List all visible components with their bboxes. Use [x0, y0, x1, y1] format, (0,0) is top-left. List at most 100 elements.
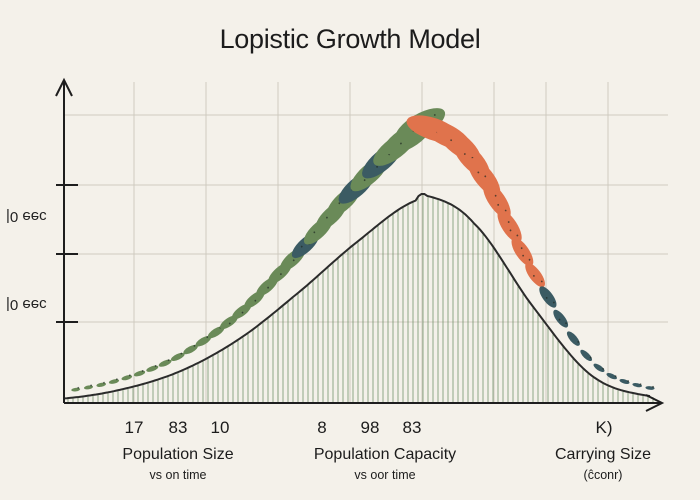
leaf-marker	[539, 286, 557, 308]
leaf-dot	[627, 380, 629, 382]
leaf-dot	[520, 247, 523, 250]
leaf-marker	[133, 370, 146, 377]
x-tick-label: 98	[360, 418, 380, 437]
leaf-body	[207, 326, 225, 339]
leaf-dot	[614, 375, 617, 378]
leaf-dot	[115, 378, 118, 381]
leaf-dot	[141, 370, 144, 372]
leaf-marker	[553, 309, 569, 328]
leaf-dot	[558, 318, 561, 321]
leaf-marker	[170, 352, 185, 361]
leaf-dot	[639, 383, 642, 386]
leaf-dot	[484, 175, 487, 178]
leaf-marker	[71, 386, 81, 392]
leaf-marker	[593, 363, 605, 372]
leaf-body	[133, 370, 146, 377]
leaf-dot	[602, 367, 605, 370]
leaf-dot	[450, 139, 453, 142]
leaf-dot	[433, 114, 436, 116]
leaf-marker	[195, 335, 212, 347]
x-group-sublabel: vs on time	[149, 468, 207, 482]
x-group-label: Population Size	[122, 446, 234, 463]
leaf-marker	[580, 349, 593, 362]
leaf-body	[511, 237, 534, 267]
leaf-body	[96, 382, 107, 387]
leaf-marker	[183, 344, 198, 355]
leaf-dot	[522, 254, 525, 257]
leaf-marker	[146, 365, 159, 372]
leaf-dot	[206, 336, 209, 339]
leaf-body	[553, 309, 569, 328]
leaf-dot	[77, 386, 80, 389]
leaf-body	[606, 372, 617, 380]
leaf-dot	[565, 322, 567, 325]
y-tick-label: ɔɘɘ 0|	[6, 208, 47, 225]
chart-title: Lopistic Growth Model	[219, 24, 481, 54]
x-tick-label: 83	[168, 418, 188, 437]
leaf-marker	[511, 237, 534, 267]
x-group-label: Population Capacity	[313, 446, 457, 463]
leaf-marker	[158, 359, 172, 367]
x-group-label: Carrying Size	[554, 446, 652, 463]
leaf-body	[83, 385, 94, 390]
leaf-dot	[103, 381, 105, 384]
leaf-dot	[363, 179, 366, 182]
leaf-dot	[552, 301, 555, 304]
leaf-body	[525, 262, 545, 288]
leaf-marker	[497, 209, 522, 243]
leaf-body	[580, 349, 593, 362]
leaf-body	[483, 182, 511, 219]
leaf-body	[195, 335, 212, 347]
leaf-body	[158, 359, 172, 367]
x-tick-label: 8	[317, 418, 327, 437]
x-tick-label: 10	[210, 418, 230, 437]
leaf-body	[619, 378, 630, 385]
leaf-dot	[509, 229, 512, 232]
leaf-marker	[606, 372, 617, 380]
leaf-body	[632, 382, 643, 388]
axes	[55, 77, 665, 412]
grid-lines	[64, 82, 668, 403]
leaf-body	[121, 375, 133, 381]
leaf-body	[170, 352, 185, 361]
leaf-dot	[589, 356, 592, 359]
leaf-dot	[400, 142, 402, 145]
leaf-dot	[267, 286, 269, 289]
y-axis-arrow	[55, 77, 73, 97]
leaf-marker	[121, 374, 133, 381]
area-fill-lines	[67, 194, 654, 403]
leaf-dot	[477, 171, 480, 174]
leaf-dot	[228, 322, 231, 325]
leaf-body	[497, 209, 522, 243]
leaf-dot	[528, 258, 531, 261]
leaf-marker	[83, 384, 94, 390]
leaf-dot	[167, 359, 170, 362]
leaf-dot	[532, 274, 535, 277]
leaf-marker	[96, 381, 107, 387]
leaf-dot	[463, 153, 466, 155]
leaf-body	[146, 365, 159, 372]
leaf-dot	[292, 259, 295, 262]
leaf-marker	[483, 182, 511, 219]
leaf-dot	[90, 384, 93, 387]
leaf-dot	[313, 231, 316, 234]
leaf-dot	[497, 203, 500, 206]
leaf-body	[593, 363, 605, 372]
leaf-markers	[71, 108, 655, 392]
leaf-body	[108, 379, 120, 384]
x-tick-label: K)	[595, 418, 613, 437]
leaf-dot	[338, 202, 341, 205]
leaf-dot	[300, 245, 303, 248]
leaf-body	[183, 344, 198, 355]
leaf-dot	[516, 234, 519, 237]
leaf-dot	[254, 299, 257, 302]
leaf-dot	[128, 374, 131, 377]
leaf-marker	[525, 262, 545, 288]
leaf-dot	[494, 194, 497, 197]
leaf-body	[566, 331, 580, 346]
growth-curve	[63, 193, 651, 400]
x-group-sublabel: vs oor time	[354, 468, 416, 482]
leaf-body	[539, 286, 557, 308]
x-tick-label: 17	[124, 418, 144, 437]
